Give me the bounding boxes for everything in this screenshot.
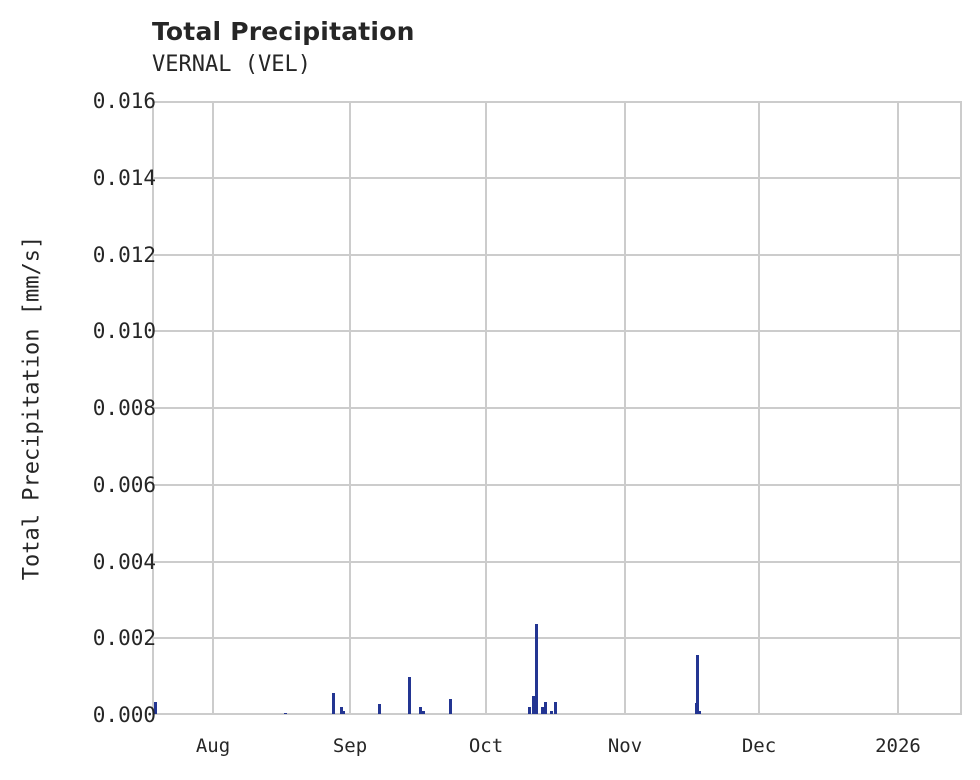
- precip-bar: [422, 711, 425, 714]
- precip-bar: [284, 713, 287, 715]
- x-tick-label: Nov: [607, 735, 643, 757]
- gridline-vertical: [212, 101, 214, 715]
- precip-bar: [154, 702, 157, 714]
- x-tick-label: Dec: [741, 735, 777, 757]
- gridline-vertical: [758, 101, 760, 715]
- precip-bar: [449, 699, 452, 714]
- plot-area: [152, 101, 962, 715]
- precip-bar: [544, 701, 547, 714]
- gridline-vertical: [485, 101, 487, 715]
- gridline-horizontal: [152, 407, 962, 409]
- y-tick-label: 0.002: [92, 626, 156, 651]
- precip-bar: [532, 695, 535, 714]
- gridline-horizontal: [152, 560, 962, 563]
- y-tick-label: 0.008: [92, 396, 156, 420]
- precip-bar: [535, 623, 538, 714]
- y-tick-label: 0.016: [92, 89, 156, 113]
- y-tick-label: 0.006: [92, 472, 156, 497]
- x-tick-label: Sep: [332, 735, 368, 757]
- gridline-vertical: [349, 101, 351, 715]
- gridline-horizontal: [152, 330, 962, 333]
- precip-bar: [541, 707, 544, 714]
- gridline-horizontal: [152, 253, 962, 256]
- precip-bar: [342, 711, 345, 714]
- precip-bar: [550, 711, 553, 714]
- gridline-horizontal: [152, 637, 962, 640]
- y-tick-label: 0.010: [92, 319, 156, 344]
- y-tick-label: 0.000: [92, 703, 156, 727]
- precip-bar: [332, 693, 335, 714]
- y-tick-label: 0.012: [92, 242, 156, 267]
- precip-bar: [378, 703, 381, 714]
- chart-subtitle: VERNAL (VEL): [152, 52, 311, 77]
- precip-bar: [554, 701, 557, 714]
- precip-bar: [340, 707, 343, 714]
- precip-bar: [528, 707, 531, 714]
- precip-bar: [698, 711, 701, 714]
- y-axis-label: Total Precipitation [mm/s]: [19, 235, 45, 581]
- x-tick-label: 2026: [875, 735, 921, 757]
- gridline-vertical: [897, 101, 899, 715]
- y-tick-label: 0.004: [92, 549, 156, 574]
- gridline-vertical: [624, 101, 626, 715]
- chart-title: Total Precipitation: [152, 17, 415, 46]
- x-tick-label: Oct: [468, 735, 504, 757]
- y-tick-label: 0.014: [92, 165, 156, 190]
- precip-bar: [408, 677, 411, 714]
- gridline-horizontal: [152, 483, 962, 486]
- precip-bar: [419, 707, 422, 714]
- gridline-horizontal: [152, 176, 962, 179]
- precip-bar: [696, 655, 699, 714]
- x-tick-label: Aug: [195, 735, 231, 757]
